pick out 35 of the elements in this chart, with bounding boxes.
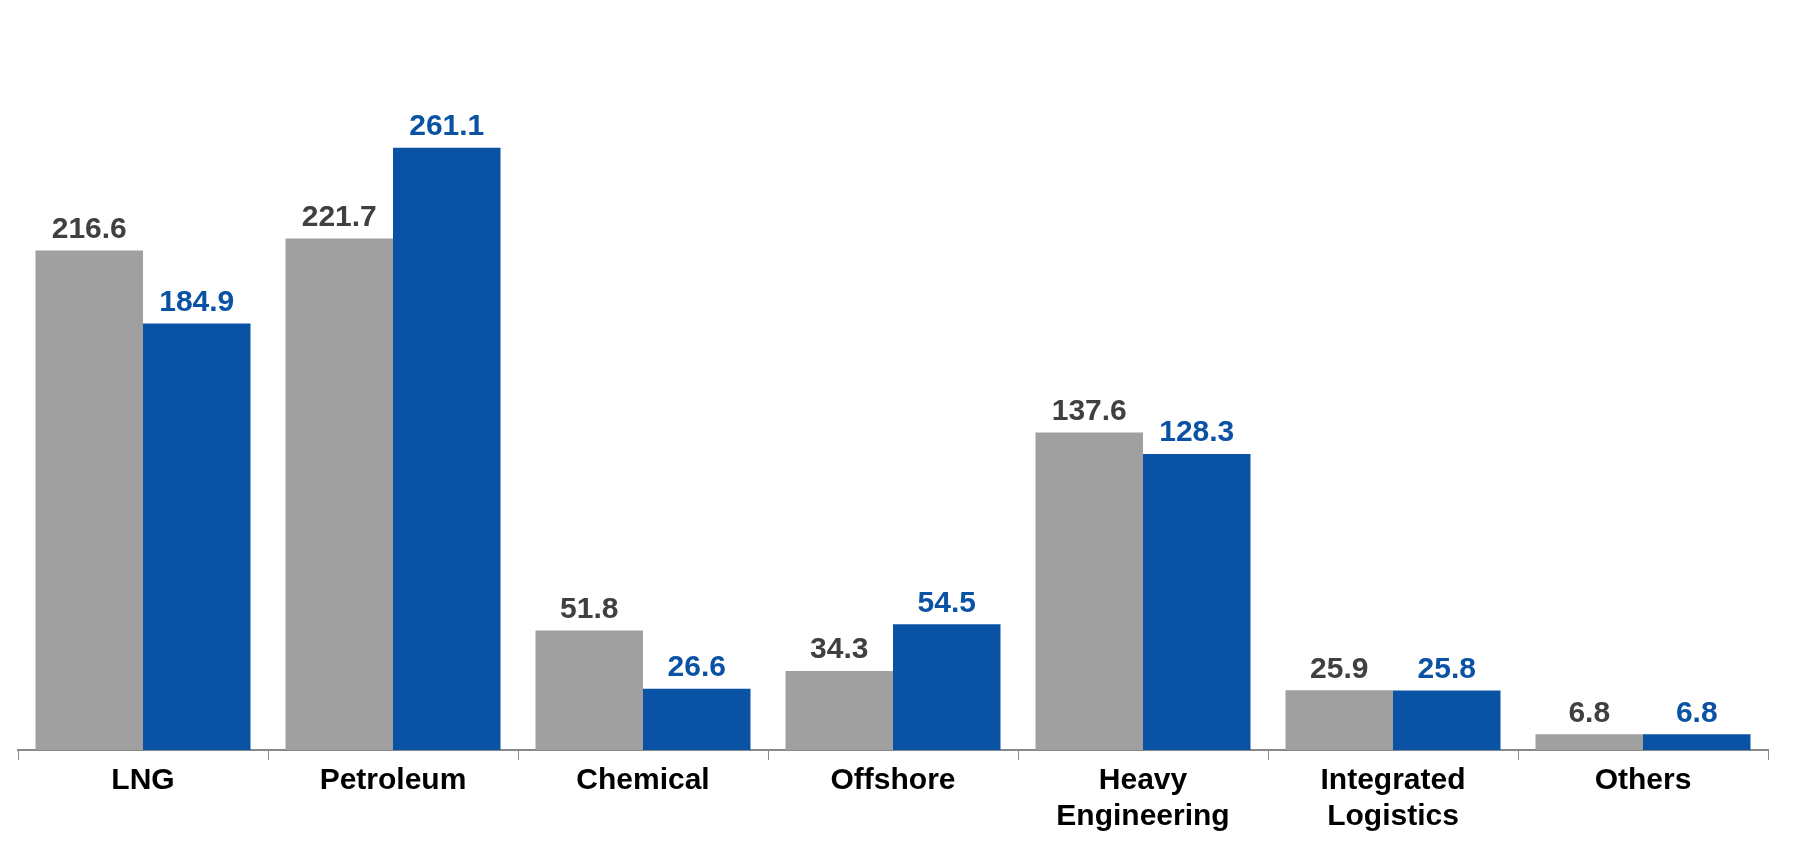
- bar: [535, 630, 643, 750]
- bar: [1143, 454, 1251, 750]
- data-label: 261.1: [409, 107, 485, 141]
- data-label: 34.3: [810, 631, 869, 665]
- bar: [643, 688, 751, 750]
- x-tick-label: Integrated Logistics: [1320, 762, 1466, 832]
- data-label: 26.6: [667, 648, 726, 682]
- data-label: 128.3: [1159, 414, 1235, 448]
- bar: [393, 147, 501, 750]
- bar: [893, 624, 1001, 750]
- x-tick-label: Offshore: [830, 762, 956, 796]
- bar: [285, 238, 393, 750]
- bar: [1643, 734, 1751, 750]
- bar: [35, 250, 143, 750]
- data-label: 6.8: [1675, 694, 1718, 728]
- bar: [1285, 690, 1393, 750]
- data-label: 54.5: [917, 584, 976, 618]
- data-label: 25.9: [1310, 650, 1369, 684]
- data-label: 184.9: [159, 283, 235, 317]
- bar: [1035, 432, 1143, 750]
- data-label: 25.8: [1417, 650, 1476, 684]
- bar: [143, 323, 251, 750]
- bar: [1393, 690, 1501, 750]
- data-label: 6.8: [1568, 694, 1611, 728]
- x-tick-label: Others: [1594, 762, 1692, 796]
- x-tick-label: Petroleum: [319, 762, 467, 796]
- data-label: 216.6: [51, 210, 127, 244]
- bar: [785, 670, 893, 750]
- data-label: 137.6: [1051, 392, 1127, 426]
- bar: [1535, 734, 1643, 750]
- x-tick-label: Chemical: [576, 762, 710, 796]
- x-tick-label: LNG: [111, 762, 175, 796]
- data-label: 221.7: [301, 198, 377, 232]
- data-label: 51.8: [560, 590, 619, 624]
- x-tick-label: Heavy Engineering: [1056, 762, 1230, 832]
